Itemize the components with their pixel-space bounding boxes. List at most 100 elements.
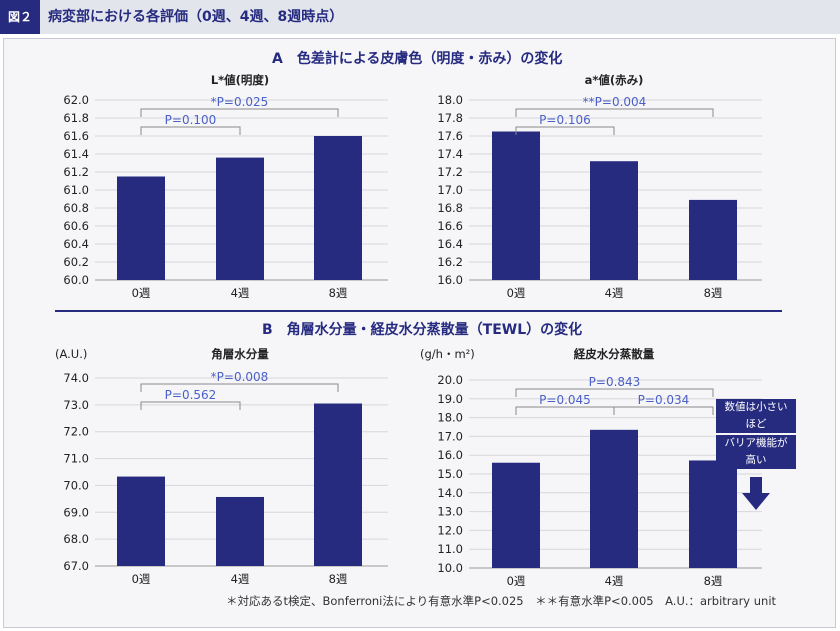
hydration-sig-bracket [140,383,339,392]
tewl-ytick-label: 13.0 [437,505,463,519]
lstar-ytick-label: 60.2 [63,255,89,269]
lstar-ytick-label: 60.8 [63,201,89,215]
astar-ytick-label: 16.2 [437,255,463,269]
astar-bar-0 [492,131,540,280]
astar-ytick-label: 17.0 [437,183,463,197]
barrier-note: 数値は小さいほど バリア機能が高い [716,399,796,511]
astar-ytick-label: 17.6 [437,129,463,143]
figure-label: 図２ [0,0,40,34]
tewl-ytick-label: 15.0 [437,467,463,481]
section-divider [55,310,782,312]
astar-sig-bracket [515,126,615,135]
tewl-p-value-label: P=0.034 [638,393,690,407]
astar-ytick-label: 16.4 [437,237,463,251]
lstar-bar-0 [117,176,165,280]
hydration-ytick-label: 71.0 [63,452,89,466]
hydration-category-label: 8週 [329,572,348,586]
astar-category-label: 0週 [507,286,526,300]
lstar-ytick-label: 60.4 [63,237,89,251]
tewl-category-label: 4週 [605,574,624,588]
astar-p-value-label: **P=0.004 [583,95,647,109]
hydration-ytick-label: 68.0 [63,532,89,546]
tewl-category-label: 0週 [507,574,526,588]
tewl-bar-2 [689,460,737,568]
hydration-ytick-label: 67.0 [63,559,89,573]
lstar-ytick-label: 61.0 [63,183,89,197]
astar-ytick-label: 16.0 [437,273,463,287]
hydration-p-value-label: P=0.562 [165,388,217,402]
lstar-ytick-label: 61.4 [63,147,89,161]
lstar-category-label: 0週 [132,286,151,300]
lstar-ytick-label: 62.0 [63,93,89,107]
footnote: ＊対応あるt検定、Bonferroni法により有意水準P<0.025 ＊＊有意水… [226,594,777,608]
hydration-chart-title: 角層水分量 [211,347,269,361]
tewl-ytick-label: 19.0 [437,392,463,406]
hydration-sig-bracket [140,401,241,410]
astar-bar-2 [689,199,737,280]
hydration-ytick-label: 70.0 [63,478,89,492]
lstar-ytick-label: 60.6 [63,219,89,233]
tewl-category-label: 8週 [704,574,723,588]
hydration-ytick-label: 74.0 [63,371,89,385]
astar-ytick-label: 16.6 [437,219,463,233]
lstar-ytick-label: 61.2 [63,165,89,179]
hydration-bar-1 [216,496,264,566]
section-b-title: B 角層水分量・経皮水分蒸散量（TEWL）の変化 [262,322,583,338]
hydration-y-unit-label: (A.U.) [55,347,87,361]
section-a-title: A 色差計による皮膚色（明度・赤み）の変化 [272,51,563,67]
hydration-ytick-label: 69.0 [63,505,89,519]
figure-header: 図２ 病変部における各評価（0週、4週、8週時点） [0,0,840,34]
tewl-p-value-label: P=0.045 [539,393,591,407]
lstar-ytick-label: 60.0 [63,273,89,287]
astar-ytick-label: 18.0 [437,93,463,107]
lstar-category-label: 8週 [329,286,348,300]
lstar-chart-title: L*値(明度) [211,73,269,87]
tewl-ytick-label: 10.0 [437,561,463,575]
lstar-bar-2 [314,136,362,280]
tewl-y-unit-label: (g/h・m²) [420,347,475,361]
astar-ytick-label: 17.4 [437,147,463,161]
figure-title: 病変部における各評価（0週、4週、8週時点） [48,9,344,25]
tewl-ytick-label: 18.0 [437,411,463,425]
lstar-bar-1 [216,157,264,280]
astar-p-value-label: P=0.106 [539,113,591,127]
astar-category-label: 4週 [605,286,624,300]
tewl-chart-title: 経皮水分蒸散量 [574,347,655,361]
astar-ytick-label: 17.8 [437,111,463,125]
hydration-bar-0 [117,476,165,566]
tewl-ytick-label: 12.0 [437,523,463,537]
tewl-sig-bracket [515,406,615,415]
lstar-ytick-label: 61.6 [63,129,89,143]
hydration-category-label: 4週 [231,572,250,586]
lstar-p-value-label: P=0.100 [165,113,217,127]
tewl-ytick-label: 20.0 [437,373,463,387]
tewl-ytick-label: 17.0 [437,429,463,443]
hydration-ytick-label: 72.0 [63,425,89,439]
tewl-bar-0 [492,462,540,568]
astar-bar-1 [590,161,638,280]
astar-ytick-label: 17.2 [437,165,463,179]
astar-category-label: 8週 [704,286,723,300]
hydration-p-value-label: *P=0.008 [211,370,269,384]
lstar-category-label: 4週 [231,286,250,300]
barrier-note-line1: 数値は小さいほど [716,399,796,433]
tewl-sig-bracket [515,388,714,397]
tewl-ytick-label: 16.0 [437,448,463,462]
astar-sig-bracket [515,108,714,117]
down-arrow-icon [742,477,770,510]
lstar-sig-bracket [140,108,339,117]
hydration-ytick-label: 73.0 [63,398,89,412]
tewl-ytick-label: 11.0 [437,542,463,556]
astar-chart-title: a*値(赤み) [585,73,644,87]
lstar-p-value-label: *P=0.025 [211,95,269,109]
lstar-ytick-label: 61.8 [63,111,89,125]
tewl-p-value-label: P=0.843 [589,375,641,389]
hydration-bar-2 [314,403,362,566]
tewl-ytick-label: 14.0 [437,486,463,500]
tewl-bar-1 [590,429,638,568]
lstar-sig-bracket [140,126,241,135]
tewl-sig-bracket [613,406,714,415]
hydration-category-label: 0週 [132,572,151,586]
barrier-note-line2: バリア機能が高い [716,435,796,469]
